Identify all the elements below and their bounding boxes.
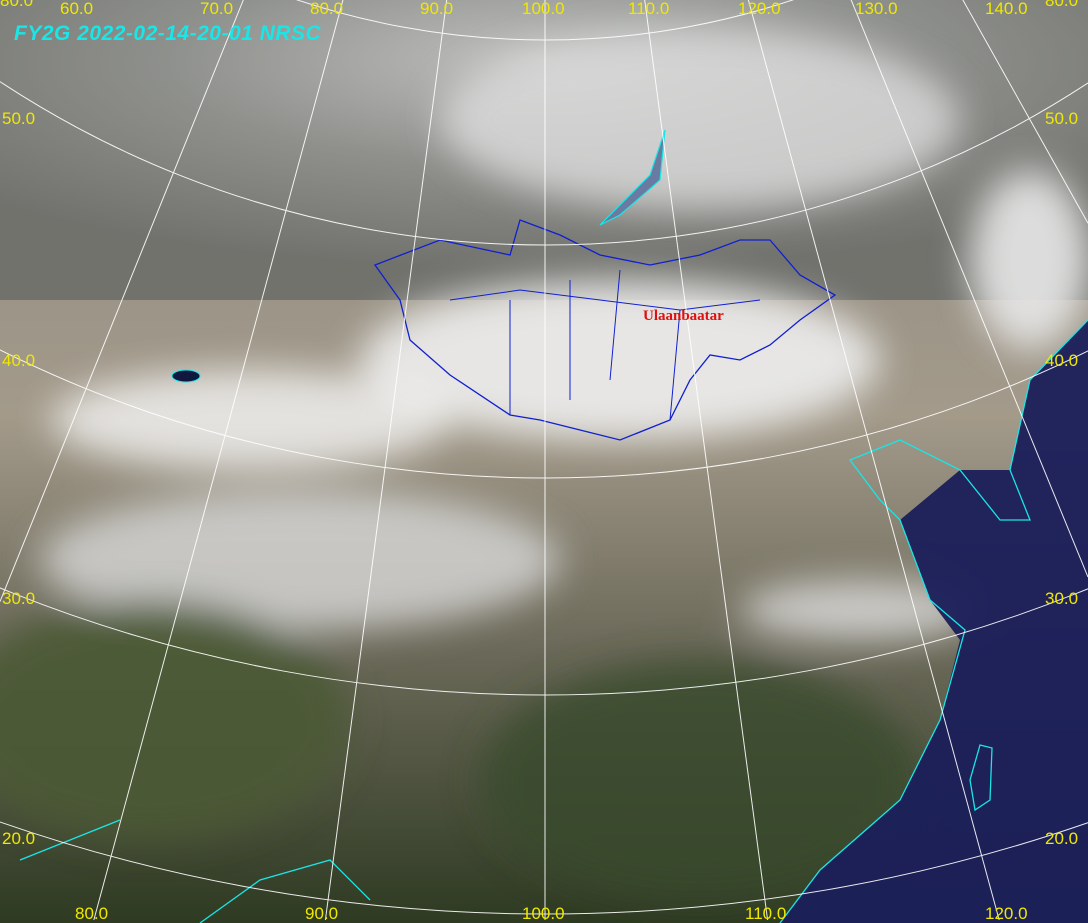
top-grid-label: 140.0 <box>985 0 1028 18</box>
top-grid-label: 100.0 <box>522 0 565 18</box>
top-grid-label: 80.0 <box>0 0 34 10</box>
right-grid-label: 30.0 <box>1045 589 1079 608</box>
longitude-line <box>850 0 1088 578</box>
top-grid-label: 60.0 <box>60 0 94 18</box>
longitude-line <box>0 0 244 602</box>
baikal-lake <box>599 129 666 226</box>
left-grid-label: 40.0 <box>2 351 36 370</box>
city-label-ulaanbaatar: Ulaanbaatar <box>643 308 724 324</box>
top-grid-label: 70.0 <box>200 0 234 18</box>
top-grid-label: 130.0 <box>855 0 898 18</box>
right-grid-label: 50.0 <box>1045 109 1079 128</box>
bottom-grid-label: 110.0 <box>745 904 787 923</box>
top-grid-label: 80.0 <box>1045 0 1079 10</box>
longitude-line <box>93 0 344 921</box>
bottom-grid-label: 90.0 <box>305 904 339 923</box>
longitude-line <box>324 0 448 921</box>
bottom-grid-label: 120.0 <box>985 904 1028 923</box>
longitude-line <box>644 0 769 921</box>
cloud-cover <box>0 30 1088 900</box>
lake <box>171 369 201 383</box>
bottom-grid-label: 100.0 <box>522 904 565 923</box>
longitude-line <box>962 0 1088 224</box>
coastline <box>779 319 1088 923</box>
coastline-southwest <box>19 819 371 923</box>
top-grid-label: 110.0 <box>628 0 670 18</box>
right-grid-label: 40.0 <box>1045 351 1079 370</box>
left-grid-label: 50.0 <box>2 109 36 128</box>
mongolia-border <box>373 219 837 441</box>
province-borders <box>449 269 761 421</box>
left-grid-label: 30.0 <box>2 589 36 608</box>
right-grid-label: 20.0 <box>1045 829 1079 848</box>
top-grid-label: 80.0 <box>310 0 344 18</box>
longitude-line <box>747 0 1000 921</box>
taiwan-coastline <box>969 744 993 812</box>
top-grid-label: 120.0 <box>738 0 781 18</box>
left-grid-label: 20.0 <box>2 829 36 848</box>
top-grid-label: 90.0 <box>420 0 454 18</box>
image-title: FY2G 2022-02-14-20-01 NRSC <box>14 22 322 45</box>
bottom-grid-label: 80.0 <box>75 904 109 923</box>
